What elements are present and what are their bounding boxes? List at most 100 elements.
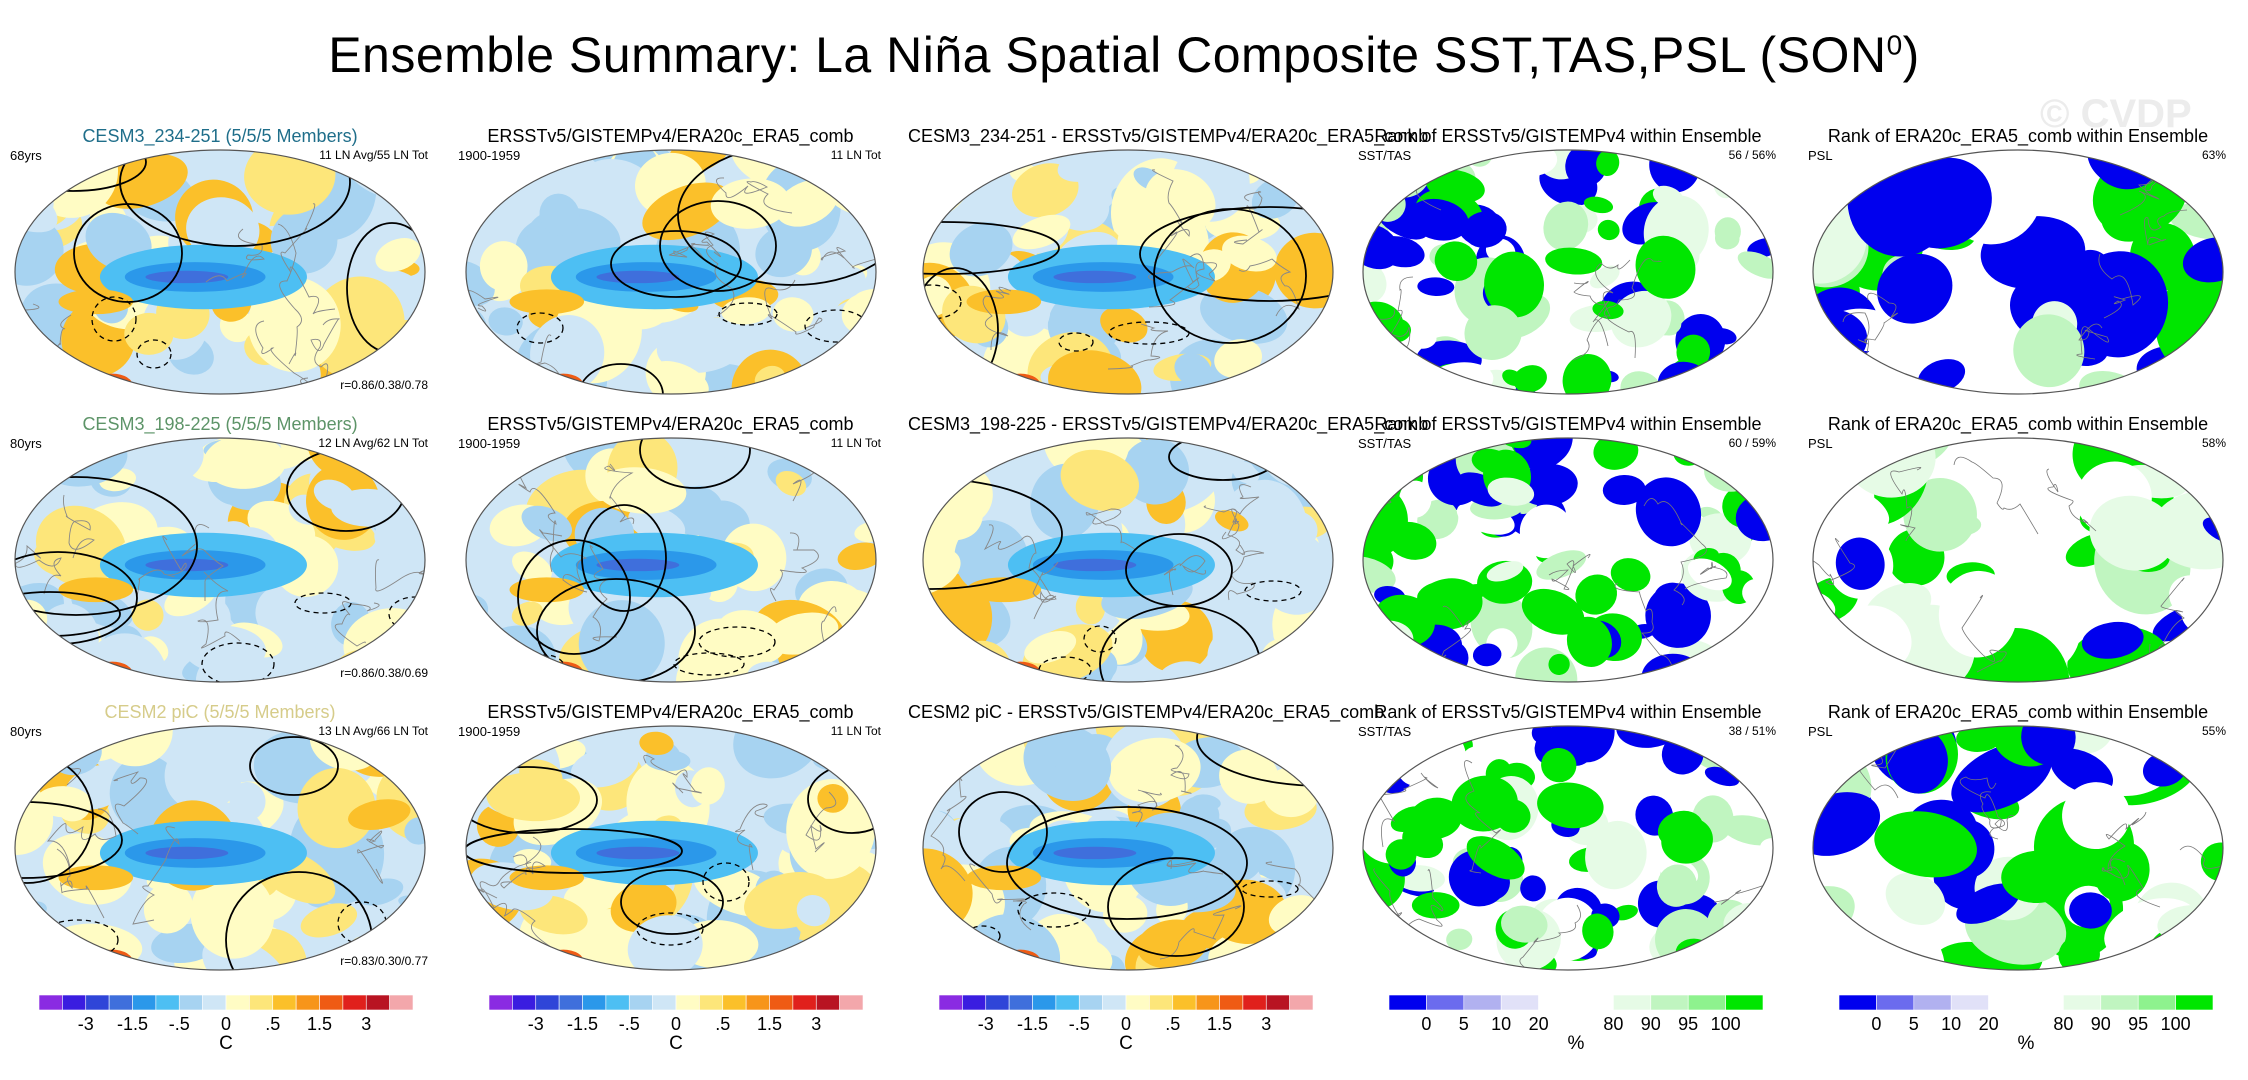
map-patch [329, 536, 398, 606]
map-patch [840, 438, 876, 470]
coastline [277, 223, 302, 365]
map-patch [1747, 181, 1773, 210]
map-patch [1635, 477, 1702, 547]
map-patch [1272, 726, 1330, 748]
map-patch [2069, 892, 2112, 929]
colorbar-swatch [1102, 994, 1127, 1011]
map-border [1362, 149, 1774, 395]
map-patch [1060, 449, 1140, 511]
coastline [1519, 904, 1581, 970]
psl-contour [465, 828, 683, 874]
colorbar-swatch [938, 994, 963, 1011]
coastline [1166, 858, 1224, 875]
psl-contour-negative [717, 302, 778, 326]
event-count: 11 LN Tot [830, 724, 881, 738]
years-label: 68yrs [10, 148, 42, 163]
colorbar-swatch [38, 994, 63, 1011]
map-patch [1462, 899, 1497, 925]
coastline [62, 494, 95, 559]
colorbar-tick-label: -1.5 [566, 1014, 599, 1034]
colorbar-swatch [2137, 994, 2176, 1011]
coastline [763, 279, 822, 335]
coastline [1604, 258, 1662, 359]
colorbar-tick-label: 20 [1528, 1014, 1549, 1034]
map-patch [960, 668, 1000, 682]
warm-patch [966, 577, 1042, 603]
colorbar-tick-label: 3 [361, 1014, 372, 1034]
coastline [769, 532, 819, 602]
map-patch [1610, 290, 1672, 348]
map-patch [1381, 451, 1404, 472]
colorbar-tick-label: 5 [1908, 1014, 1919, 1034]
map-patch [1729, 954, 1762, 970]
map-border [922, 437, 1334, 683]
map-patch [1738, 656, 1773, 682]
colorbar-swatch [1838, 994, 1877, 1011]
psl-contour [619, 869, 724, 935]
psl-contour [15, 476, 198, 616]
map-patch [1108, 737, 1201, 803]
map-patch [1693, 150, 1725, 162]
colorbar-rank: 0 5 10 20 80 90 95 100% [1836, 993, 2216, 1073]
panel-title: ERSSTv5/GISTEMPv4/ERA20c_ERA5_comb [487, 126, 854, 146]
colorbar-swatch [1950, 994, 1989, 1011]
coastline [113, 771, 148, 835]
map-patch [779, 530, 812, 547]
colorbar-swatch [652, 994, 677, 1011]
colorbar-tick-label: 0 [1871, 1014, 1882, 1034]
coastline [132, 826, 180, 925]
colorbar-swatch [815, 994, 840, 1011]
panel-title: Rank of ERSSTv5/GISTEMPv4 within Ensembl… [1374, 126, 1762, 146]
colorbar-swatch [2175, 994, 2214, 1011]
map-patch [1520, 875, 1546, 902]
period-label: 1900-1959 [458, 724, 521, 739]
panel-title: Rank of ERA20c_ERA5_comb within Ensemble [1827, 126, 2209, 146]
map-patch [538, 193, 580, 236]
psl-contour [15, 150, 147, 192]
map-ens [14, 725, 426, 971]
map-patch [1255, 531, 1333, 615]
colorbar-swatch [1078, 994, 1103, 1011]
map-patch [15, 945, 36, 965]
map-patch [1602, 474, 1646, 505]
psl-contour-negative [1017, 892, 1091, 928]
map-patch [775, 179, 838, 227]
map-patch [796, 894, 830, 927]
map-patch [923, 646, 956, 682]
colorbar-swatch [132, 994, 157, 1011]
variable-label: PSL [1808, 148, 1833, 163]
warm-patch [509, 865, 584, 891]
map-patch [1565, 150, 1608, 188]
map-patch [1508, 204, 1549, 238]
colorbar-tick-label: 95 [1678, 1014, 1699, 1034]
warm-patch [966, 865, 1042, 891]
map-patch [1654, 582, 1689, 609]
map-patch [1536, 550, 1587, 580]
map-patch [1758, 438, 1773, 451]
colorbar-swatch [628, 994, 653, 1011]
colorbar-swatch [1149, 994, 1174, 1011]
colorbar-swatch [1219, 994, 1244, 1011]
variable-label: SST/TAS [1358, 436, 1412, 451]
map-patch [79, 633, 169, 682]
psl-contour [923, 221, 1060, 275]
coastline [1684, 561, 1728, 590]
coastline [982, 286, 1012, 351]
coastline [930, 778, 967, 882]
psl-contour [119, 150, 351, 247]
map-patch [1874, 811, 1977, 878]
psl-contour-negative [1108, 321, 1190, 345]
map-patch [2001, 850, 2073, 904]
map-patch [860, 607, 876, 627]
map-patch [1379, 726, 1437, 747]
map-patch [190, 869, 275, 959]
map-patch [1464, 305, 1522, 361]
colorbar-swatch [1650, 994, 1689, 1011]
map-patch [1885, 872, 1946, 925]
cold-tongue-core [145, 846, 229, 860]
colorbar-swatch [985, 994, 1010, 1011]
map-patch [2179, 940, 2222, 970]
variable-label: SST/TAS [1358, 724, 1412, 739]
coastline [1107, 323, 1169, 370]
map-patch [1309, 726, 1333, 760]
